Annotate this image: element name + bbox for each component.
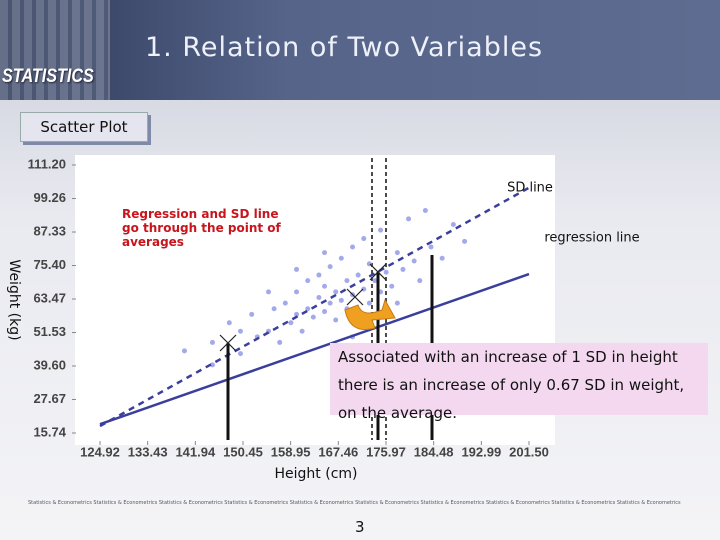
point [428,244,434,250]
point [322,283,328,289]
point [450,222,456,228]
x-tick-label: 141.94 [175,444,216,459]
point [400,266,406,272]
point [389,283,395,289]
point [237,328,243,334]
x-tick-label: 158.95 [271,444,311,459]
point [226,320,232,326]
point [394,250,400,256]
x-tick-label: 201.50 [509,444,549,459]
y-tick-label: 111.20 [28,156,66,171]
point [439,255,445,261]
point [288,320,294,326]
point [394,300,400,306]
lines [99,186,530,428]
y-tick-label: 75.40 [33,257,66,272]
point [249,311,255,317]
point [310,314,316,320]
fit-line [99,272,530,426]
y-tick-label: 15.74 [33,424,66,439]
point [333,289,339,295]
x-tick-label: 133.43 [128,444,168,459]
point [383,269,389,275]
point [411,258,417,264]
point [305,278,311,284]
callout: Associated with an increase of 1 SD in h… [330,343,708,422]
point [282,300,288,306]
point [366,300,372,306]
x-axis-title: Height (cm) [275,466,358,482]
point [271,306,277,312]
y-tick-label: 87.33 [33,223,66,238]
point [422,207,428,213]
point [372,278,378,284]
section-label: Scatter Plot [20,112,148,142]
point [406,216,412,222]
page-number: 3 [355,518,365,536]
x-markers [219,263,387,352]
point [327,264,333,270]
x-tick-label: 150.45 [223,444,263,459]
point [355,272,361,278]
point [299,328,305,334]
point [378,227,384,233]
point [350,244,356,250]
x-tick-label: 192.99 [461,444,501,459]
x-tick-label: 184.48 [414,444,454,459]
point [294,289,300,295]
point [338,297,344,303]
x-tick-label: 175.97 [366,444,406,459]
point [322,309,328,315]
point [462,238,468,244]
curved-arrow [344,298,396,330]
point [181,348,187,354]
point [322,250,328,256]
point [266,289,272,295]
footer: Statistics & Econometrics Statistics & E… [28,500,681,506]
y-axis-title: Weight (kg) [6,259,22,340]
y-tick-label: 39.60 [33,357,66,372]
header-band [0,0,720,100]
point [237,351,243,357]
point [209,362,215,368]
point [338,255,344,261]
point [333,317,339,323]
x-tick-label: 124.92 [80,444,120,459]
point [316,272,322,278]
point [344,278,350,284]
point [294,266,300,272]
point [417,278,423,284]
callout: Regression and SD line go through the po… [118,205,290,260]
line-label: SD line [507,181,553,196]
y-tick-label: 27.67 [33,391,66,406]
x-tick-label: 167.46 [318,444,358,459]
point [294,311,300,317]
y-tick-label: 63.47 [33,290,66,305]
point [361,236,367,242]
point [327,300,333,306]
point [277,339,283,345]
slide-title: 1. Relation of Two Variables [145,32,544,63]
line-label: regression line [544,231,639,246]
y-tick-label: 51.53 [33,324,66,339]
fit-line [99,186,530,428]
point [209,339,215,345]
y-tick-label: 99.26 [33,190,66,205]
brand: STATISTICS [2,66,94,87]
point [316,295,322,301]
header-image [0,0,110,100]
